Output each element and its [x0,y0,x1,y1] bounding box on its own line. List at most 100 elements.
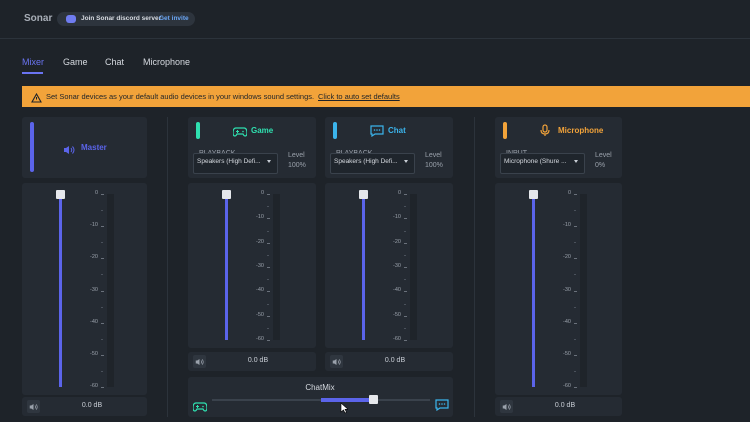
channel-name: Master [81,143,107,152]
accent-bar [333,122,337,139]
scale-tick [101,290,104,292]
scale-tick [267,291,270,293]
tab[interactable]: Mixer [22,57,44,67]
icon [64,146,75,154]
icon [435,399,449,412]
device-name: Speakers (High Defi... [334,158,398,165]
fader-track[interactable] [362,194,365,340]
scale-tick [574,322,577,324]
banner-action[interactable]: Click to auto set defaults [318,92,400,101]
scale-tick [101,370,103,372]
chatmix-panel [188,377,453,417]
discord-text: Join Sonar discord server [81,15,162,22]
discord-icon [66,15,76,23]
mute-button[interactable] [330,355,343,368]
scale-tick [101,210,103,212]
fader-track[interactable] [532,194,535,387]
scale-label: -60 [90,383,98,389]
banner-message: Set Sonar devices as your default audio … [46,92,315,101]
volume-value: 0.0 dB [384,357,406,364]
scale-tick [101,258,104,260]
meter-strip [410,194,417,340]
device-select[interactable] [330,153,415,174]
scale-label: -40 [256,287,264,294]
scale-tick [404,327,406,329]
icon [192,402,208,412]
scale-tick [267,315,270,317]
warning-icon [31,90,42,108]
scale-tick [101,226,104,228]
scale-label: -20 [393,238,401,245]
scale-tick [574,210,576,212]
scale-label: -10 [563,222,571,229]
volume-value: 0.0 dB [554,402,576,409]
scale-label: -60 [256,336,264,342]
scale-label: -10 [393,214,401,221]
scale-tick [404,315,407,317]
tab-underline [22,72,43,74]
scale-tick [574,290,577,292]
channel-icon [232,124,248,142]
mute-button[interactable] [500,400,513,413]
fader-track[interactable] [225,194,228,340]
dropdown-caret [267,160,271,163]
dropdown-caret [404,160,408,163]
scale-label: -20 [256,238,264,245]
chatmix-handle[interactable] [369,395,378,404]
scale-label: 0 [567,190,571,196]
fader-handle[interactable] [222,190,231,199]
scale-tick [404,279,406,281]
chatmix-chat-icon [435,398,449,416]
scale-tick [404,340,407,341]
footer-panel [22,397,147,416]
scale-label: -10 [256,214,264,221]
scale-tick [404,303,406,305]
app-name: Sonar [24,13,53,24]
fader-handle[interactable] [529,190,538,199]
tab[interactable]: Game [63,57,88,67]
device-select[interactable] [500,153,585,174]
mute-button[interactable] [193,355,206,368]
level-label: Level [595,152,612,159]
scale-tick [101,242,103,244]
meter-strip [107,194,114,387]
channel-icon [63,142,75,160]
scale-tick [101,338,103,340]
scale-tick [267,230,269,232]
level-value: 0% [595,162,606,169]
scale-tick [404,267,407,268]
scale-label: -40 [90,318,98,325]
scale-tick [574,354,577,356]
device-name: Microphone (Shure ... [504,158,567,165]
scale-tick [404,194,407,195]
fader-handle[interactable] [359,190,368,199]
scale-label: 0 [94,190,98,196]
channel-name: Microphone [558,126,604,135]
scale-tick [574,306,576,308]
level-label: Level [288,152,305,159]
scale-label: -50 [393,311,401,318]
scale-tick [574,274,576,276]
scale-label: -10 [90,222,98,229]
mute-button[interactable] [27,400,40,413]
scale-label: -30 [563,286,571,293]
scale-label: -50 [256,311,264,318]
scale-tick [267,206,269,208]
scale-label: -60 [393,336,401,342]
header-divider [0,38,750,39]
tab[interactable]: Chat [105,57,125,67]
discord-pill[interactable] [57,12,195,26]
level-label: Level [425,152,442,159]
fader-handle[interactable] [56,190,65,199]
channel-name: Game [251,126,274,135]
scale-tick [101,387,104,388]
scale-tick [404,291,407,293]
icon [232,127,248,137]
tab[interactable]: Microphone [143,57,191,67]
chatmix-fill [321,398,373,402]
invite-link[interactable]: Get invite [159,15,189,22]
device-select[interactable] [193,153,278,174]
fader-track[interactable] [59,194,62,387]
scale-tick [267,327,269,329]
device-name: Speakers (High Defi... [197,158,261,165]
